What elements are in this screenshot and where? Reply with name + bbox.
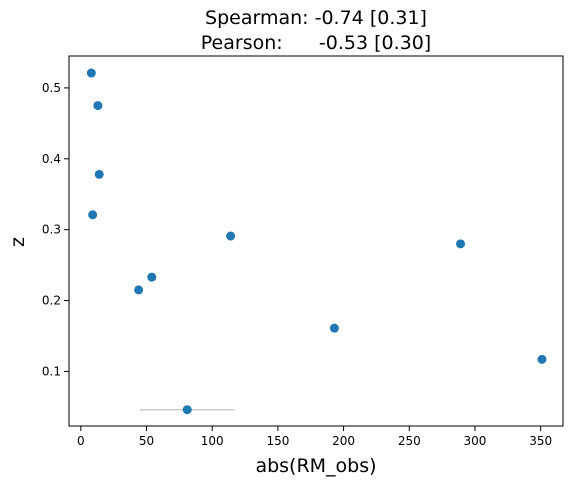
data-point-9 xyxy=(537,354,547,364)
y-tick-label-4: 0.5 xyxy=(42,81,61,95)
x-tick-label-5: 250 xyxy=(398,434,421,448)
x-tick-label-2: 100 xyxy=(201,434,224,448)
data-point-10 xyxy=(182,405,192,415)
data-point-1 xyxy=(93,101,103,111)
x-tick-label-3: 150 xyxy=(266,434,289,448)
x-tick-label-0: 0 xyxy=(77,434,85,448)
x-tick-label-1: 50 xyxy=(139,434,154,448)
data-point-0 xyxy=(86,68,96,78)
data-point-5 xyxy=(147,272,157,282)
y-tick-label-1: 0.2 xyxy=(42,294,61,308)
x-axis-label: abs(RM_obs) xyxy=(255,455,376,477)
chart-title-line-1: Spearman: -0.74 [0.31] xyxy=(205,7,427,29)
y-axis-label: z xyxy=(7,237,29,247)
axes-frame xyxy=(68,55,564,427)
x-tick-label-4: 200 xyxy=(332,434,355,448)
data-point-2 xyxy=(94,169,104,179)
data-point-8 xyxy=(329,323,339,333)
data-point-3 xyxy=(88,210,98,220)
x-tick-label-6: 300 xyxy=(464,434,487,448)
chart-title-line-2: Pearson: -0.53 [0.30] xyxy=(201,32,431,54)
data-point-7 xyxy=(456,239,466,249)
data-point-6 xyxy=(134,285,144,295)
data-point-4 xyxy=(226,231,236,241)
x-tick-label-7: 350 xyxy=(529,434,552,448)
y-tick-label-3: 0.4 xyxy=(42,152,61,166)
plot-area: 0 50 100 150 200 250 300 350 0.1 0.2 0.3 0.4 0.5 xyxy=(42,55,564,448)
y-tick-label-2: 0.3 xyxy=(42,223,61,237)
y-tick-label-0: 0.1 xyxy=(42,364,61,378)
